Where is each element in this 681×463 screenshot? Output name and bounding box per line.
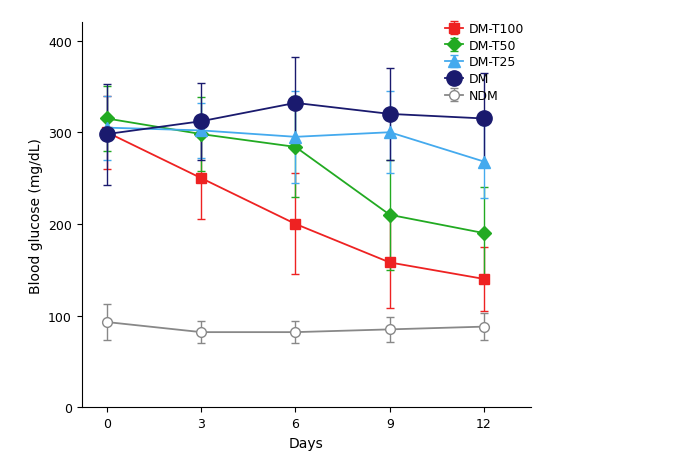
X-axis label: Days: Days xyxy=(289,436,324,450)
Y-axis label: Blood glucose (mg/dL): Blood glucose (mg/dL) xyxy=(29,138,43,293)
Legend: DM-T100, DM-T50, DM-T25, DM, NDM: DM-T100, DM-T50, DM-T25, DM, NDM xyxy=(439,18,528,108)
